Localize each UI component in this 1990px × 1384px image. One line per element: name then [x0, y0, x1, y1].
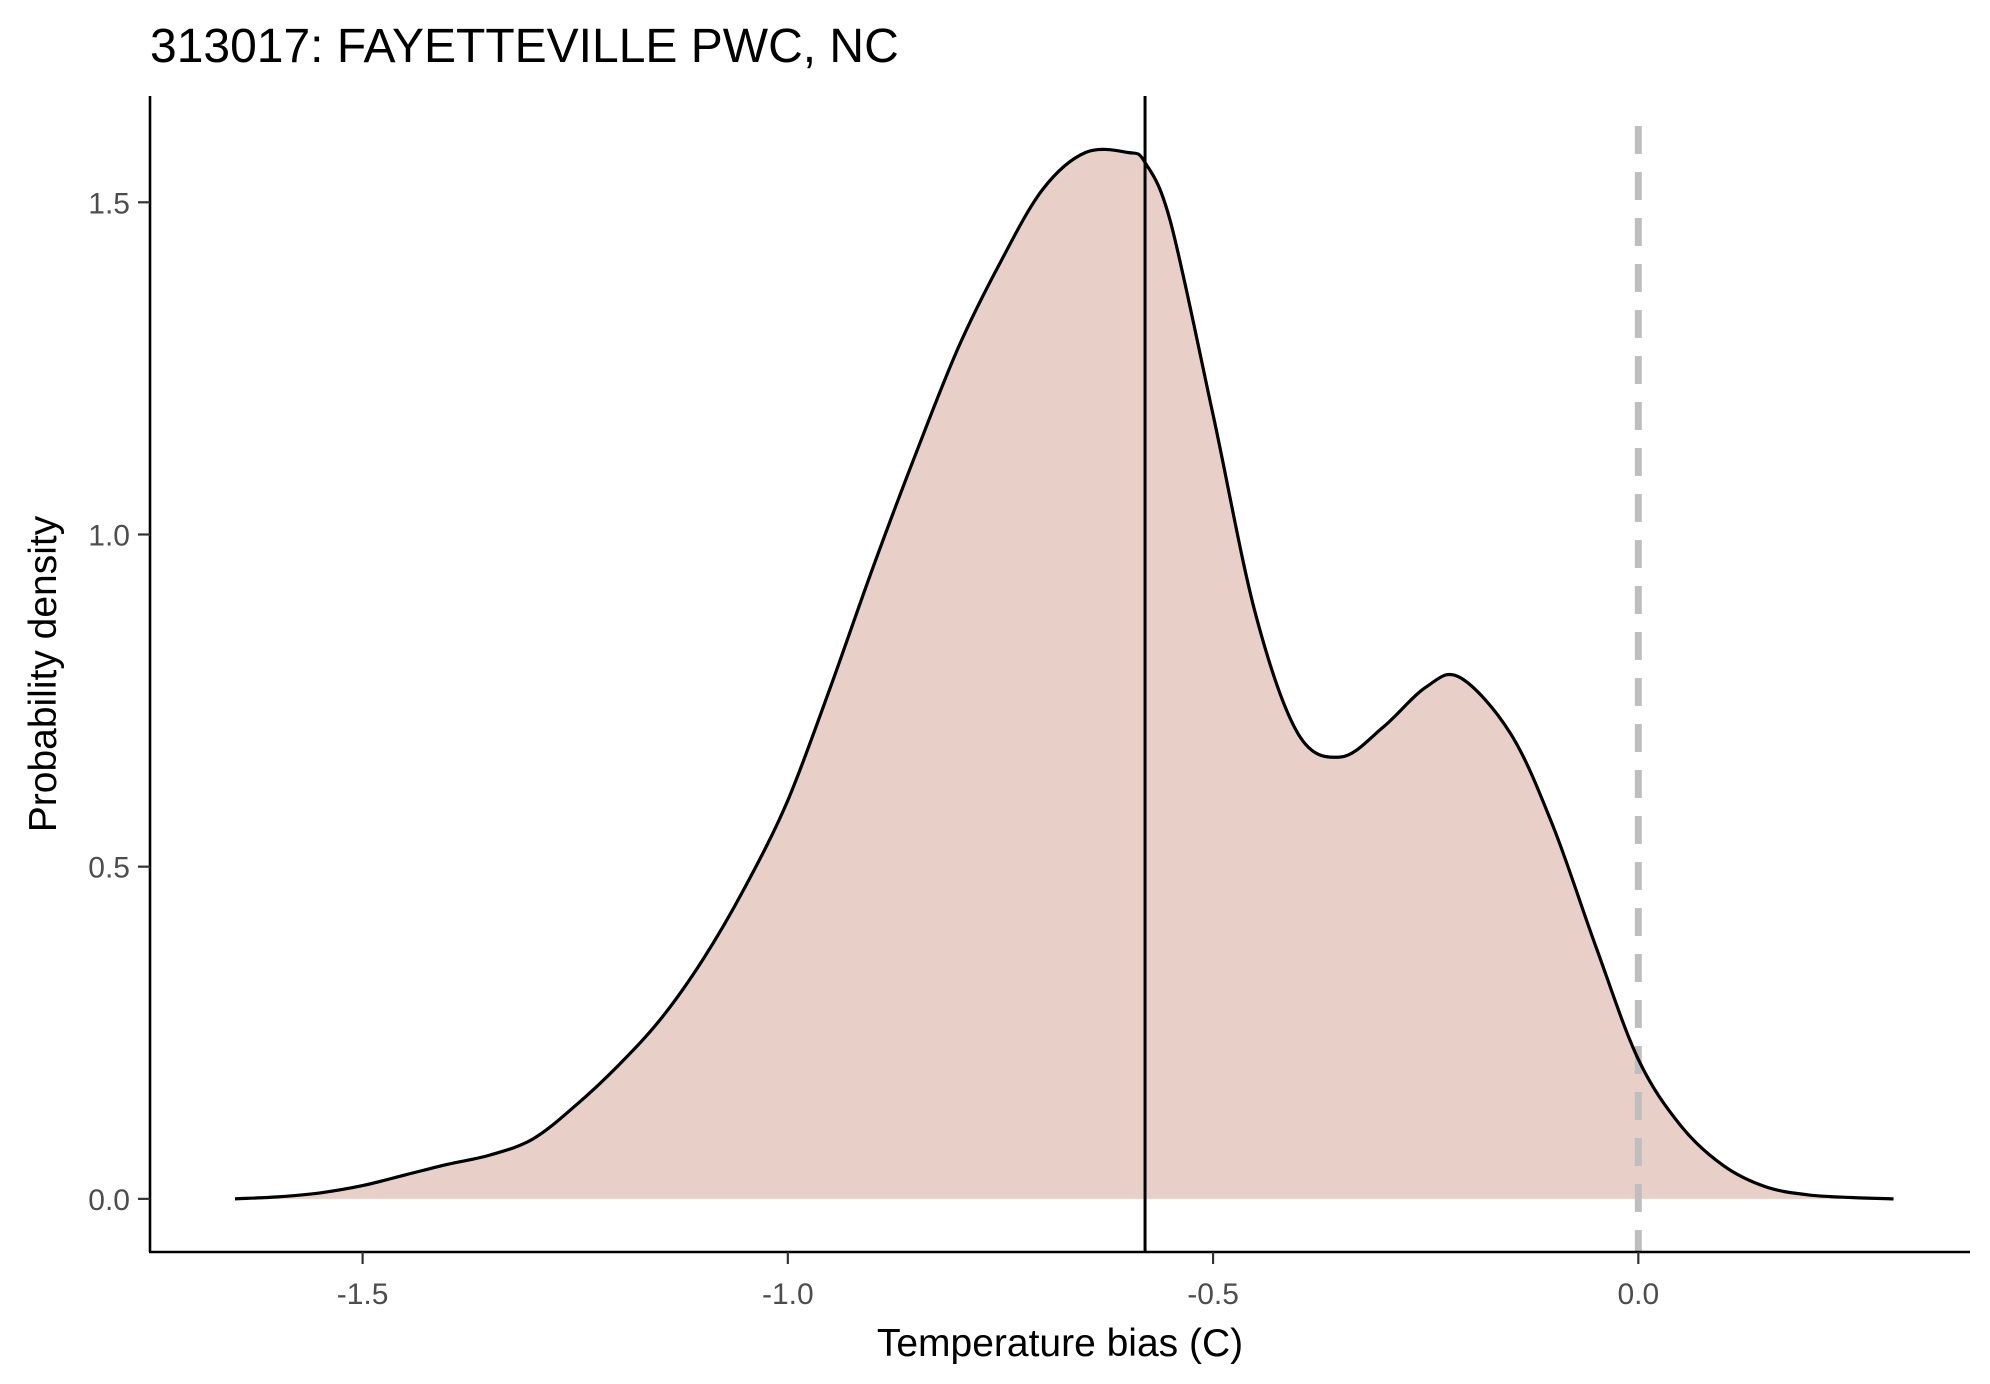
density-curve	[234, 147, 1894, 1201]
plot-area	[234, 96, 1894, 1252]
y-tick-label: 1.0	[88, 519, 130, 552]
x-tick-label: -1.0	[762, 1278, 814, 1311]
chart-title: 313017: FAYETTEVILLE PWC, NC	[150, 20, 899, 73]
y-axis-title: Probability density	[22, 515, 65, 832]
y-tick-label: 1.5	[88, 187, 130, 220]
x-axis-ticks: -1.5 -1.0 -0.5 0.0	[337, 1252, 1659, 1311]
x-tick-label: -1.5	[337, 1278, 389, 1311]
y-axis-ticks: 0.0 0.5 1.0 1.5	[88, 187, 150, 1217]
y-tick-label: 0.0	[88, 1184, 130, 1217]
x-axis-title: Temperature bias (C)	[877, 1322, 1243, 1365]
x-tick-label: -0.5	[1187, 1278, 1239, 1311]
x-tick-label: 0.0	[1617, 1278, 1659, 1311]
y-tick-label: 0.5	[88, 852, 130, 885]
density-area	[235, 149, 1894, 1199]
